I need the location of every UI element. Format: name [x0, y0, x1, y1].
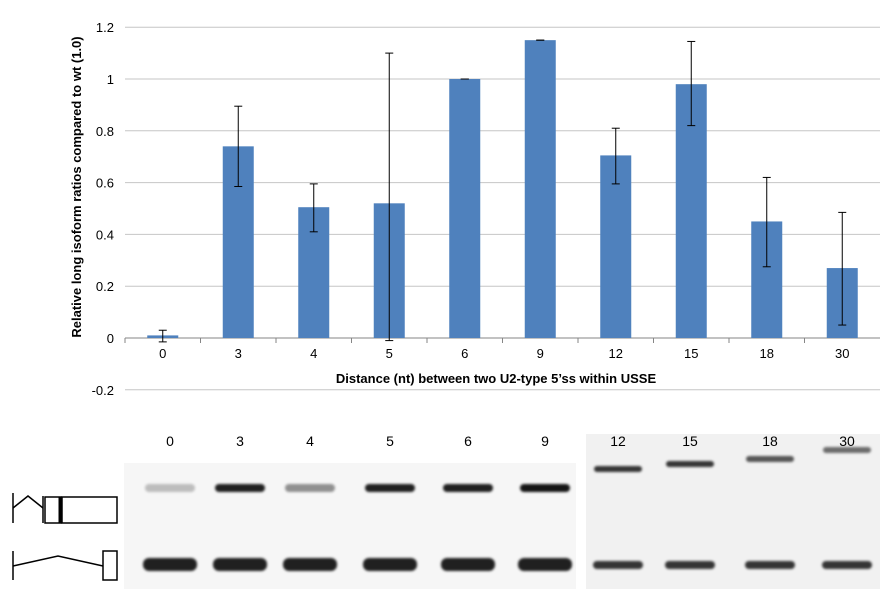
x-tick-labels: 0 3 4 5 6 9 12 15 18 30 — [159, 346, 849, 361]
isoform-schematics — [12, 493, 118, 581]
gel-band — [443, 484, 493, 492]
error-bar — [385, 52, 394, 342]
gel-band — [213, 558, 267, 571]
y-tick-labels: -0.2 0 0.2 0.4 0.6 0.8 1 1.2 — [92, 20, 114, 398]
bars — [147, 40, 858, 339]
x-tick-label: 30 — [835, 346, 849, 361]
x-tick-label: 6 — [461, 346, 468, 361]
gel-band — [363, 558, 417, 571]
gel-band — [594, 466, 642, 472]
gel-band — [823, 447, 871, 453]
lane-label: 4 — [306, 433, 314, 449]
x-tick-label: 4 — [310, 346, 317, 361]
bar — [449, 79, 481, 338]
gel-band — [822, 561, 872, 569]
gel-band — [365, 484, 415, 492]
long-isoform-schematic — [12, 493, 118, 524]
error-bar — [687, 40, 696, 127]
gel-band — [215, 484, 265, 492]
x-axis-title: Distance (nt) between two U2-type 5’ss w… — [336, 371, 657, 386]
error-bar — [309, 183, 318, 233]
lane-label: 5 — [386, 433, 394, 449]
error-bars — [158, 39, 847, 343]
gel-band — [666, 461, 714, 467]
x-tick-label: 5 — [386, 346, 393, 361]
y-tick-label: 0.6 — [96, 176, 114, 191]
lane-label: 15 — [682, 433, 698, 449]
y-tick-label: 0 — [107, 331, 114, 346]
bar — [600, 155, 632, 338]
error-bar — [234, 105, 243, 187]
gel-band — [520, 484, 570, 492]
y-tick-label: -0.2 — [92, 383, 114, 398]
bar — [524, 40, 556, 339]
x-tick-label: 18 — [760, 346, 774, 361]
gel-image-left — [124, 463, 576, 589]
y-axis-title: Relative long isoform ratios compared to… — [69, 36, 84, 337]
gel-band — [665, 561, 715, 569]
x-tick-label: 12 — [609, 346, 623, 361]
x-tick-label: 3 — [235, 346, 242, 361]
lane-label: 12 — [610, 433, 626, 449]
gel-band — [145, 484, 195, 492]
error-bar — [611, 127, 620, 185]
y-tick-label: 0.4 — [96, 227, 114, 242]
gel-band — [518, 558, 572, 571]
x-tick-label: 0 — [159, 346, 166, 361]
error-bar — [838, 211, 847, 326]
lane-label: 3 — [236, 433, 244, 449]
lane-label: 30 — [839, 433, 855, 449]
gel-band — [283, 558, 337, 571]
lane-label: 9 — [541, 433, 549, 449]
gel-band — [746, 456, 794, 462]
bar — [675, 84, 707, 339]
gel-image-right — [586, 434, 880, 589]
gel-band — [143, 558, 197, 571]
y-tick-label: 1.2 — [96, 20, 114, 35]
short-isoform-schematic — [12, 550, 118, 581]
gel-band — [745, 561, 795, 569]
y-tick-label: 0.2 — [96, 279, 114, 294]
y-tick-label: 1 — [107, 72, 114, 87]
gel-band — [441, 558, 495, 571]
lane-label: 6 — [464, 433, 472, 449]
x-tick-label: 9 — [537, 346, 544, 361]
bar-chart: -0.2 0 0.2 0.4 0.6 0.8 1 1.2 0 3 4 5 6 9 12 15 18 30 Dis… — [69, 20, 880, 398]
gel-band — [593, 561, 643, 569]
gel-band — [285, 484, 335, 492]
error-bar — [762, 176, 771, 268]
error-bar — [158, 329, 167, 343]
lane-label: 18 — [762, 433, 778, 449]
lane-label: 0 — [166, 433, 174, 449]
x-tick-label: 15 — [684, 346, 698, 361]
y-tick-label: 0.8 — [96, 124, 114, 139]
